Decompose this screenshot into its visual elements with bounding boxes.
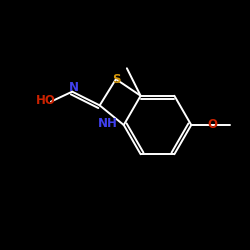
Text: HO: HO [36, 94, 55, 107]
Text: N: N [68, 81, 78, 94]
Text: S: S [112, 73, 120, 86]
Text: O: O [208, 118, 218, 132]
Text: NH: NH [98, 117, 118, 130]
